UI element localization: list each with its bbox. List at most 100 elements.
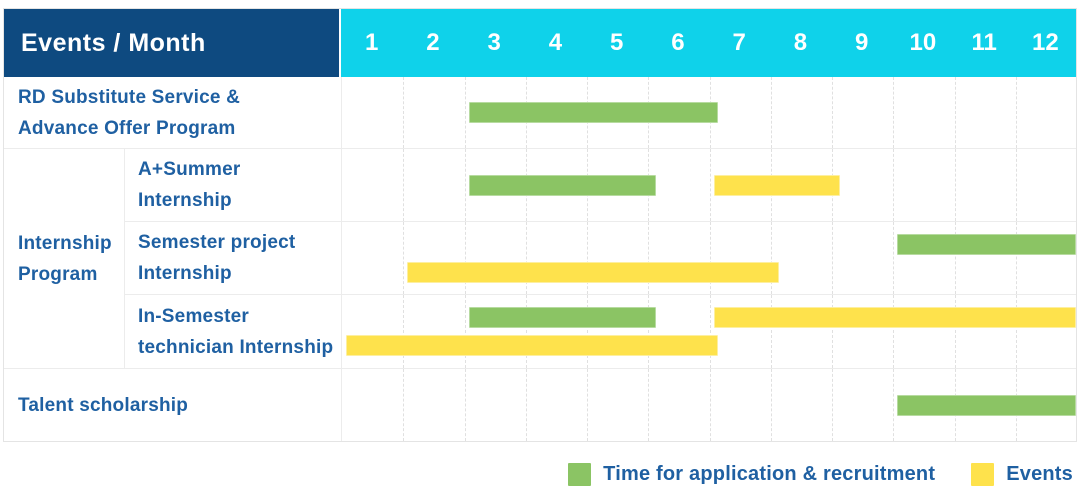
month-gridline — [1015, 149, 1017, 221]
gantt-bar-event — [346, 335, 718, 356]
sub-row: In-Semester technician Internship — [125, 295, 1076, 368]
month-label-2: 2 — [426, 29, 440, 56]
month-gridline — [954, 295, 956, 368]
month-label-9: 9 — [854, 29, 869, 56]
legend-item-event: Events — [971, 462, 1073, 486]
sub-row: A+Summer Internship — [125, 149, 1076, 222]
month-gridline — [1015, 295, 1017, 368]
chart-cell — [341, 369, 1076, 441]
month-label-5: 5 — [609, 29, 624, 56]
month-gridline — [464, 149, 466, 221]
legend-swatch-application — [568, 462, 592, 486]
group-label-line: Internship — [18, 232, 112, 254]
legend: Time for application & recruitment Events — [568, 460, 1073, 488]
month-label-1: 1 — [364, 29, 379, 56]
month-label-7: 7 — [732, 29, 746, 56]
sub-row: Semester project Internship — [125, 222, 1076, 295]
month-gridline — [403, 369, 405, 441]
month-gridline — [709, 295, 711, 368]
sub-row-label: In-Semester technician Internship — [125, 295, 341, 368]
row-label: RD Substitute Service & Advance Offer Pro… — [4, 77, 341, 148]
month-label-10: 10 — [909, 29, 937, 56]
month-gridline — [709, 222, 711, 294]
month-gridline — [464, 77, 466, 148]
month-label-12: 12 — [1032, 29, 1059, 56]
month-gridline — [893, 149, 895, 221]
chart-cell — [341, 149, 1076, 221]
sub-row-label-line: A+Summer — [138, 159, 241, 180]
table-row: Talent scholarship — [4, 369, 1076, 441]
table-row: RD Substitute Service & Advance Offer Pro… — [4, 77, 1076, 149]
row-label: Talent scholarship — [4, 369, 341, 441]
month-gridline — [403, 149, 405, 221]
month-gridline — [648, 369, 650, 441]
month-label-6: 6 — [671, 29, 685, 56]
month-gridline — [770, 222, 772, 294]
month-gridline — [893, 77, 895, 148]
group-rows: A+Summer Internship Semester project Intern… — [125, 149, 1076, 368]
legend-swatch-event — [971, 462, 995, 486]
sub-row-label-line: Semester project — [138, 232, 296, 253]
month-gridline — [464, 295, 466, 368]
month-gridline — [954, 77, 956, 148]
month-gridline — [770, 369, 772, 441]
legend-item-application: Time for application & recruitment — [568, 462, 936, 486]
gantt-bar-application — [468, 174, 657, 196]
month-gridline — [770, 77, 772, 148]
month-gridline — [525, 222, 527, 294]
month-gridline — [893, 369, 895, 441]
month-gridline — [1015, 77, 1017, 148]
month-gridline — [893, 295, 895, 368]
month-gridline — [1015, 222, 1017, 294]
sub-row-label-line: technician Internship — [138, 336, 334, 358]
gantt-bar-event — [407, 262, 779, 283]
month-gridline — [954, 222, 956, 294]
month-axis: 1 2 3 4 5 6 7 8 9 10 11 12 — [341, 9, 1076, 77]
table-body: RD Substitute Service & Advance Offer Pro… — [4, 77, 1076, 441]
chart-cell — [341, 295, 1076, 368]
gantt-bar-application — [468, 102, 718, 123]
events-month-title: Events / Month — [4, 9, 339, 77]
month-gridline — [954, 149, 956, 221]
month-gridline — [832, 77, 833, 148]
sub-row-label-line: Internship — [138, 190, 232, 211]
header-row: Events / Month 1 2 3 4 5 6 7 8 9 10 11 12 — [4, 9, 1076, 77]
legend-label-application: Time for application & recruitment — [603, 462, 936, 485]
sub-row-label-line: Internship — [138, 263, 232, 284]
month-label-11: 11 — [971, 29, 997, 56]
row-label-line: RD Substitute Service & — [18, 86, 241, 108]
month-label-4: 4 — [548, 29, 563, 56]
month-gridline — [464, 369, 466, 441]
month-gridline — [525, 295, 527, 368]
month-gridline — [832, 295, 833, 368]
month-gridline — [709, 369, 711, 441]
month-gridline — [709, 149, 711, 221]
sub-row-label: A+Summer Internship — [125, 149, 341, 221]
gantt-bar-application — [897, 234, 1076, 255]
group-label: Internship Program — [4, 149, 125, 368]
month-gridline — [832, 369, 833, 441]
group-label-line: Program — [18, 263, 98, 285]
month-gridline — [403, 295, 405, 368]
month-gridline — [587, 222, 588, 294]
gantt-bar-application — [468, 307, 657, 328]
group-internship-program: Internship Program A+Summer Internship Semes… — [4, 149, 1076, 369]
month-gridline — [403, 77, 405, 148]
gantt-table: Events / Month 1 2 3 4 5 6 7 8 9 10 11 12 RD Substi… — [3, 8, 1077, 442]
month-label-3: 3 — [487, 29, 501, 56]
row-label-line: Talent scholarship — [18, 394, 189, 416]
month-gridline — [587, 295, 588, 368]
month-label-8: 8 — [793, 29, 808, 56]
month-gridline — [587, 369, 588, 441]
gantt-bar-event — [713, 174, 840, 196]
gantt-bar-event — [713, 307, 1076, 328]
row-label-line: Advance Offer Program — [18, 117, 236, 139]
legend-label-event: Events — [1006, 462, 1073, 485]
month-gridline — [464, 222, 466, 294]
sub-row-label-line: In-Semester — [138, 305, 249, 327]
month-gridline — [648, 222, 650, 294]
month-gridline — [893, 222, 895, 294]
chart-cell — [341, 222, 1076, 294]
header-gap — [339, 9, 341, 77]
gantt-bar-application — [897, 394, 1076, 416]
